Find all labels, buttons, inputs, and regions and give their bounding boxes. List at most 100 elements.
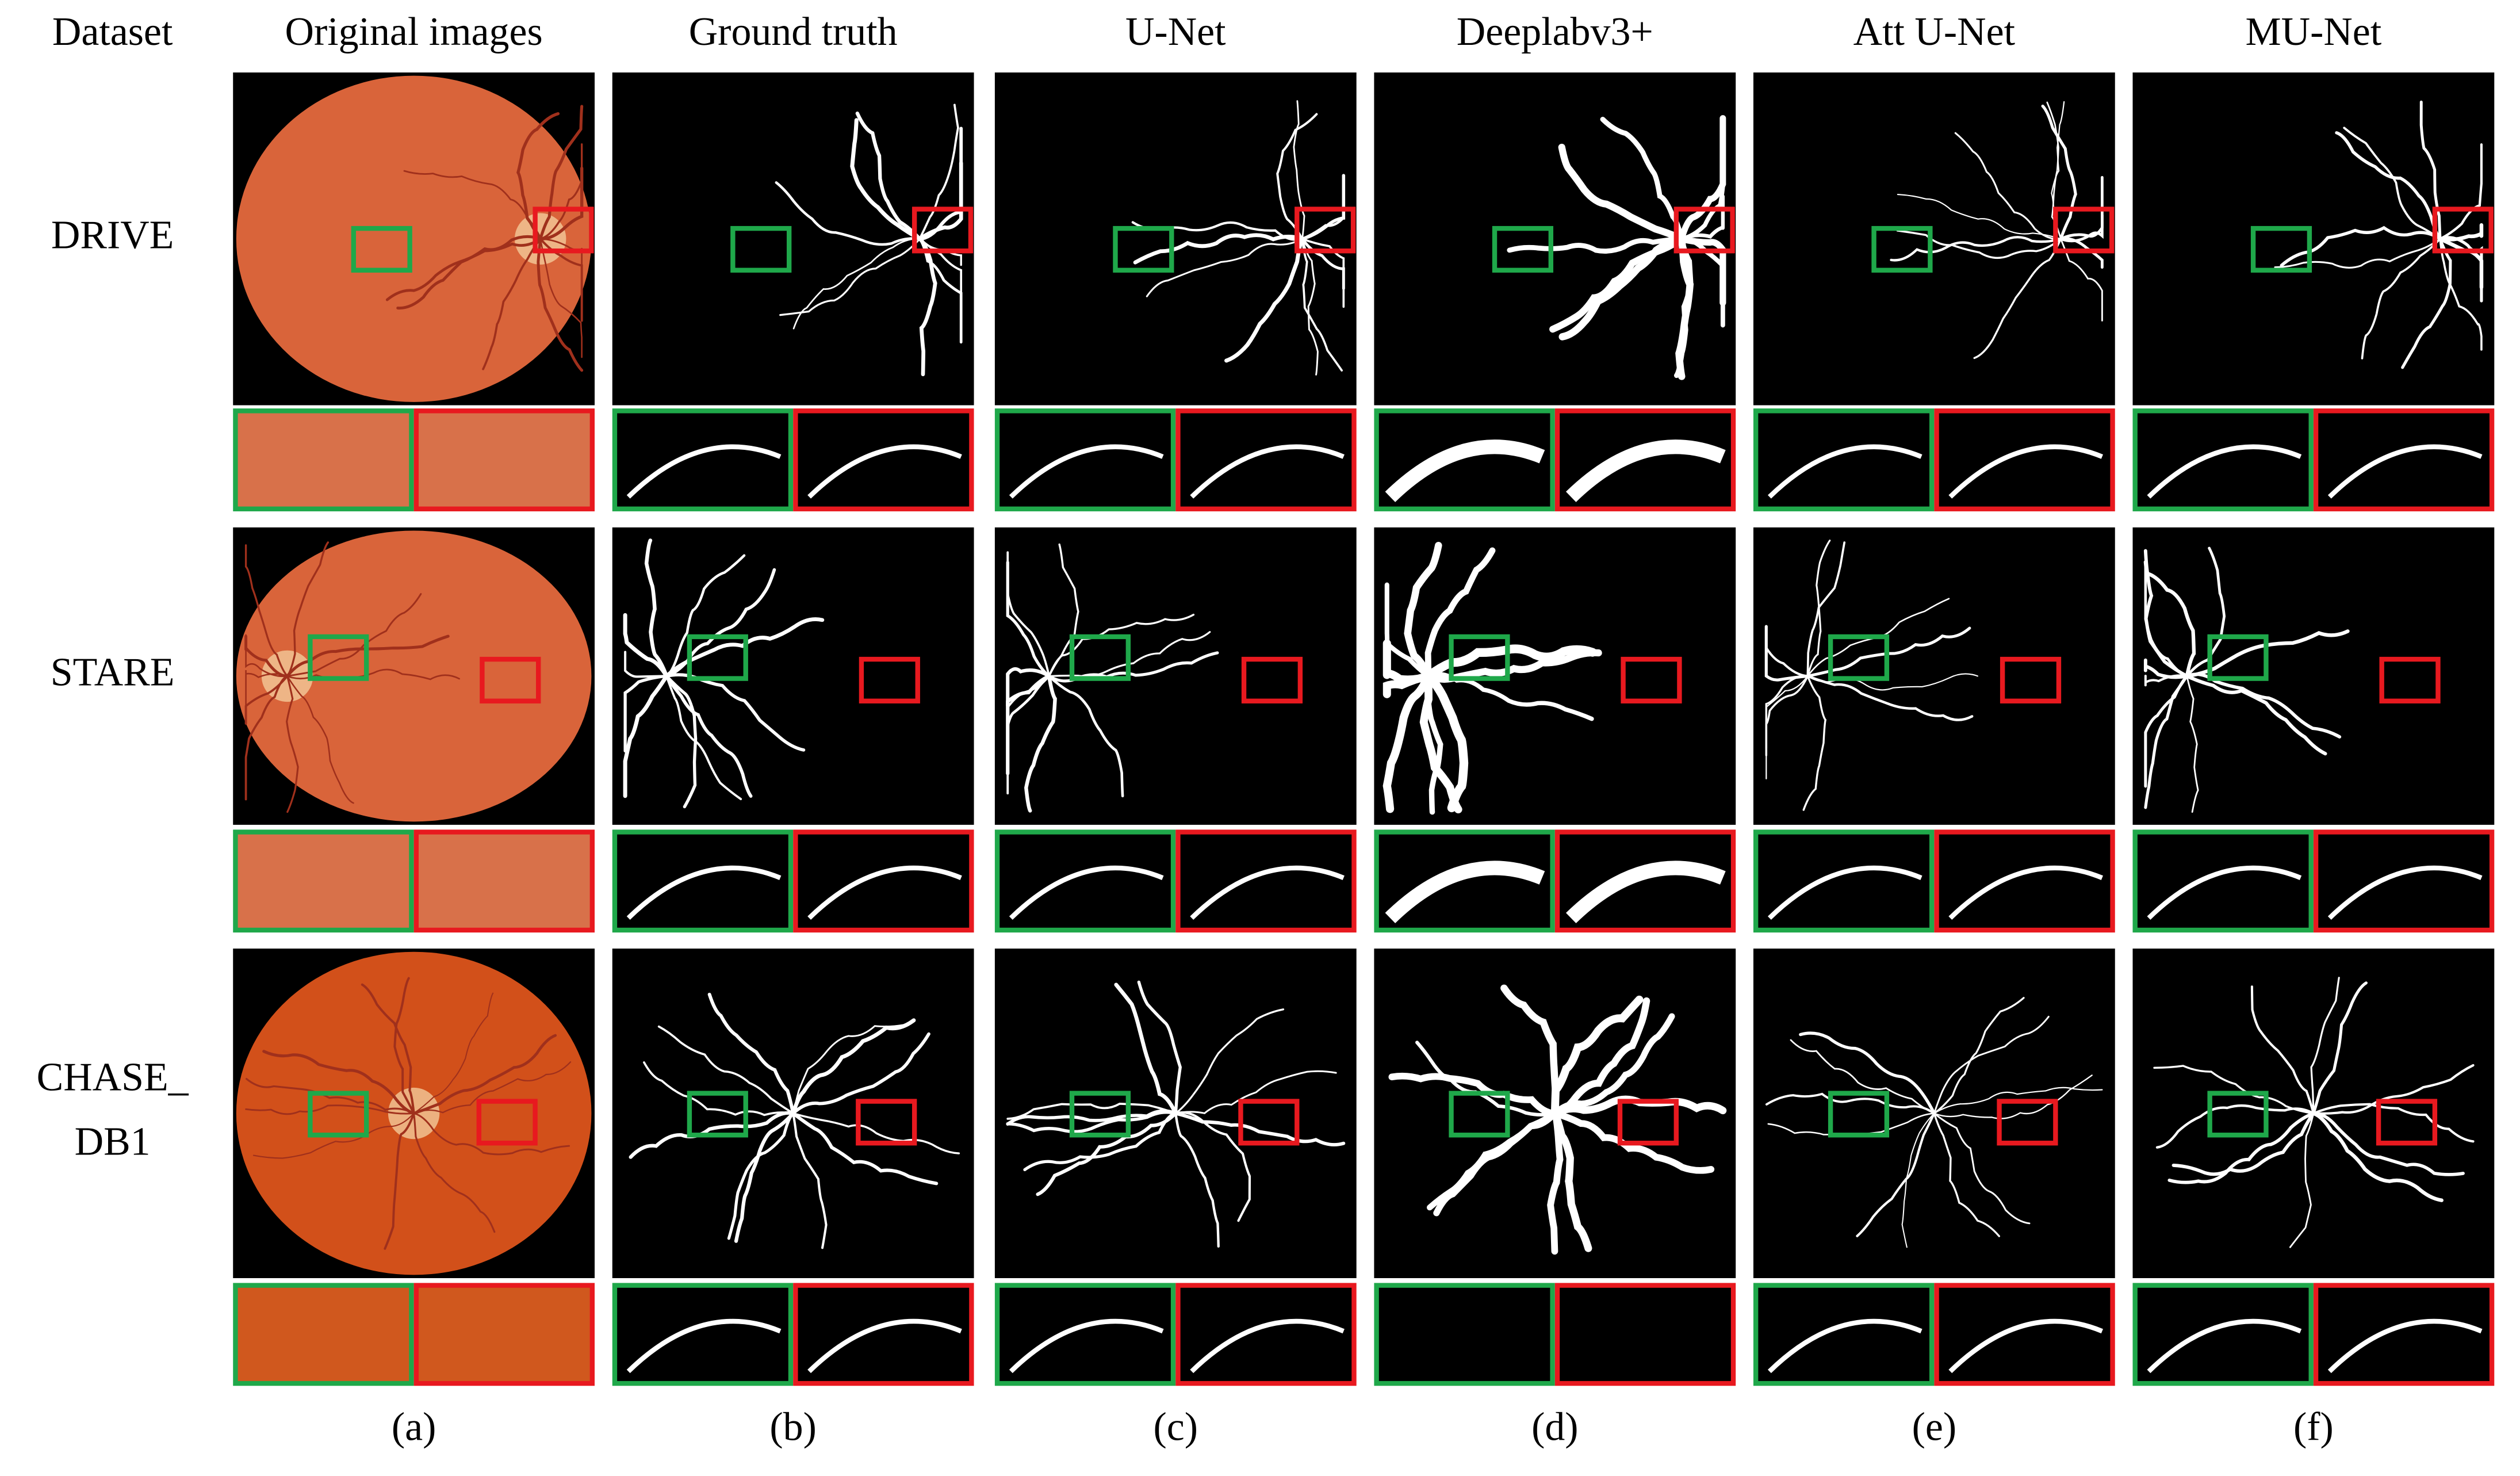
- vessel: [1551, 1110, 1715, 1174]
- vessel: [1890, 236, 2062, 262]
- vessel: [1552, 1013, 1675, 1116]
- zoom-vessel: [2327, 444, 2483, 499]
- zoom-image: [2132, 1283, 2314, 1386]
- row-label: DRIVE: [51, 213, 174, 257]
- fundus-panel: [233, 527, 595, 933]
- vessel: [1036, 1111, 1178, 1196]
- vessel: [245, 1104, 415, 1115]
- segmentation-panel: [994, 949, 1357, 1386]
- segmentation-panel: [1374, 72, 1736, 511]
- vessel: [775, 181, 921, 246]
- zoom-vessel: [1565, 861, 1726, 924]
- vessel: [1765, 632, 1809, 678]
- vessel: [1146, 238, 1303, 297]
- vessel: [850, 118, 922, 241]
- zoom-box-green: [1069, 634, 1131, 681]
- vessel: [1973, 238, 2062, 360]
- zoom-box-green: [1449, 1091, 1510, 1138]
- zoom-image: [994, 1283, 1176, 1386]
- vessel: [792, 1024, 905, 1115]
- zoom-vessel: [1385, 439, 1545, 502]
- vessel: [2185, 674, 2327, 756]
- vessel: [482, 238, 542, 370]
- zoom-image: [612, 829, 794, 933]
- zoom-vessel: [2147, 865, 2302, 920]
- zoom-vessel: [1948, 444, 2103, 499]
- fundus-panel: [233, 949, 595, 1386]
- zoom-vessel: [626, 865, 782, 920]
- zoom-image: [233, 408, 414, 511]
- vessel: [384, 1112, 415, 1250]
- vessel: [917, 236, 937, 377]
- zoom-box-green: [1492, 225, 1554, 273]
- zoom-box-red: [856, 1099, 917, 1146]
- zoom-box-green: [351, 225, 412, 273]
- vessel: [1293, 100, 1305, 240]
- zoom-box-green: [687, 634, 748, 681]
- zoom-box-red: [2379, 656, 2441, 703]
- vessel: [1006, 675, 1051, 795]
- zoom-box-green: [730, 225, 792, 273]
- zoom-image: [994, 829, 1176, 933]
- vessel: [1384, 582, 1431, 679]
- zoom-box-red: [1295, 207, 1356, 254]
- segmentation-panel: [1374, 527, 1736, 933]
- zoom-box-red: [1238, 1099, 1300, 1146]
- vessel: [1047, 675, 1124, 798]
- vessel: [1678, 235, 1726, 306]
- zoom-box-green: [308, 634, 369, 681]
- panel-label: (c): [1154, 1405, 1198, 1450]
- vessel: [665, 675, 742, 801]
- row-label: CHASE_: [37, 1056, 189, 1100]
- zoom-image: [994, 408, 1176, 511]
- vessel: [1896, 230, 2062, 259]
- vessel: [1424, 547, 1496, 679]
- zoom-image: [2132, 829, 2314, 933]
- vessel: [245, 670, 288, 706]
- vessel: [2439, 238, 2483, 351]
- zoom-image: [233, 1283, 414, 1386]
- vessel: [2167, 1111, 2315, 1184]
- vessel: [1551, 997, 1650, 1117]
- vessel: [2143, 560, 2196, 678]
- vessel: [2143, 658, 2189, 679]
- panel-label: (a): [392, 1405, 436, 1450]
- vessel: [2310, 977, 2340, 1115]
- vessel: [286, 593, 422, 677]
- zoom-vessel: [1767, 865, 1922, 920]
- vessel: [1765, 675, 1809, 779]
- vessel: [727, 1112, 795, 1240]
- zoom-image: [1753, 1283, 1935, 1386]
- vessel: [1382, 672, 1433, 698]
- vessel: [1933, 1112, 2031, 1225]
- vessel: [734, 1111, 795, 1243]
- vessel: [1806, 675, 1974, 721]
- zoom-vessel: [1190, 1318, 1345, 1374]
- vessel: [2401, 237, 2452, 369]
- vessel: [1404, 542, 1442, 680]
- vessel: [2186, 675, 2199, 813]
- vessel: [2144, 560, 2189, 678]
- vessel: [1048, 631, 1211, 678]
- zoom-vessel: [2327, 865, 2483, 920]
- zoom-vessel: [1190, 444, 1345, 499]
- vessel: [2289, 1112, 2315, 1248]
- vessel: [1675, 235, 1694, 380]
- vessel: [1023, 1111, 1177, 1172]
- vessel: [1954, 132, 2062, 240]
- zoom-box-red: [1617, 1099, 1679, 1146]
- zoom-box-green: [308, 1091, 369, 1138]
- vessel: [1799, 1031, 1936, 1115]
- vessel: [623, 613, 669, 678]
- vessel: [2312, 981, 2368, 1115]
- zoom-vessel: [2327, 1318, 2483, 1374]
- column-header: Deeplabv3+: [1457, 10, 1653, 54]
- fundus: [236, 75, 592, 402]
- vessel: [2274, 238, 2441, 269]
- vessel: [1300, 237, 1345, 290]
- zoom-box-red: [533, 207, 594, 254]
- vessel: [2155, 1104, 2315, 1149]
- vessel: [539, 238, 583, 358]
- vessel: [2144, 674, 2189, 809]
- vessel: [1507, 236, 1684, 254]
